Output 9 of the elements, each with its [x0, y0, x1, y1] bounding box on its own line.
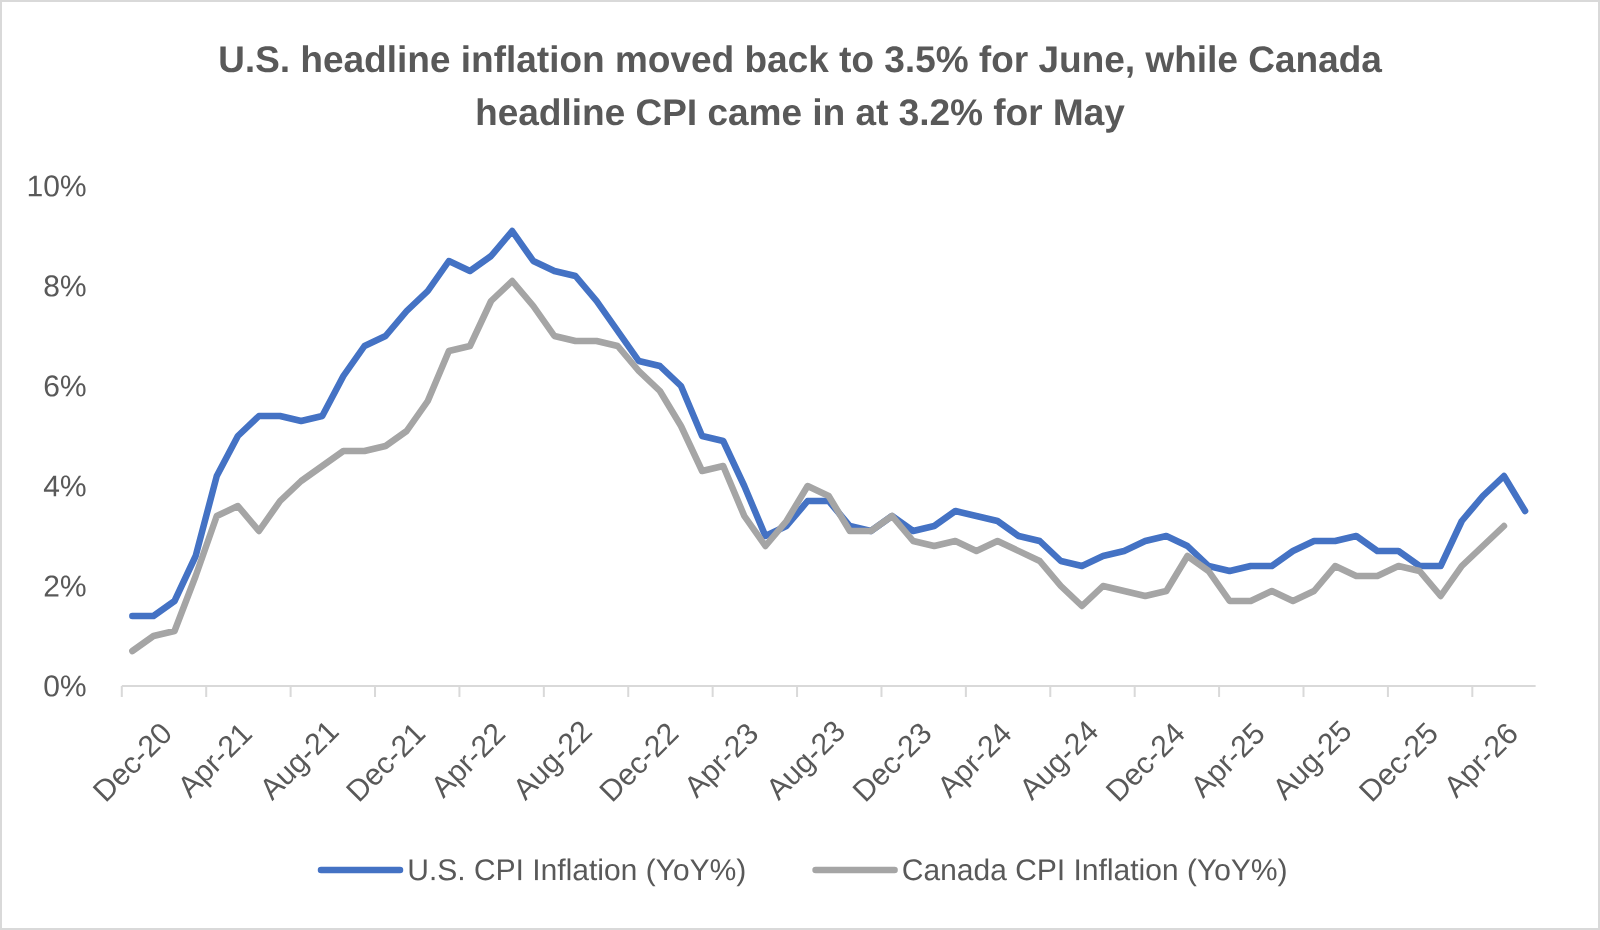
legend-label: Canada CPI Inflation (YoY%): [903, 858, 1286, 887]
legend-label: U.S. CPI Inflation (YoY%): [409, 858, 745, 887]
y-tick-label: 0%: [44, 675, 86, 697]
y-tick-label: 8%: [44, 275, 86, 297]
y-tick-label: 4%: [43, 475, 86, 497]
y-tick-label: 10%: [28, 175, 86, 197]
y-tick-label: 2%: [44, 575, 86, 597]
chart-title: U.S. headline inflation moved back to 3.5% for June, while Canada headline CPI came in at 3.2% for May: [220, 45, 1383, 133]
y-tick-label: 6%: [44, 375, 86, 397]
